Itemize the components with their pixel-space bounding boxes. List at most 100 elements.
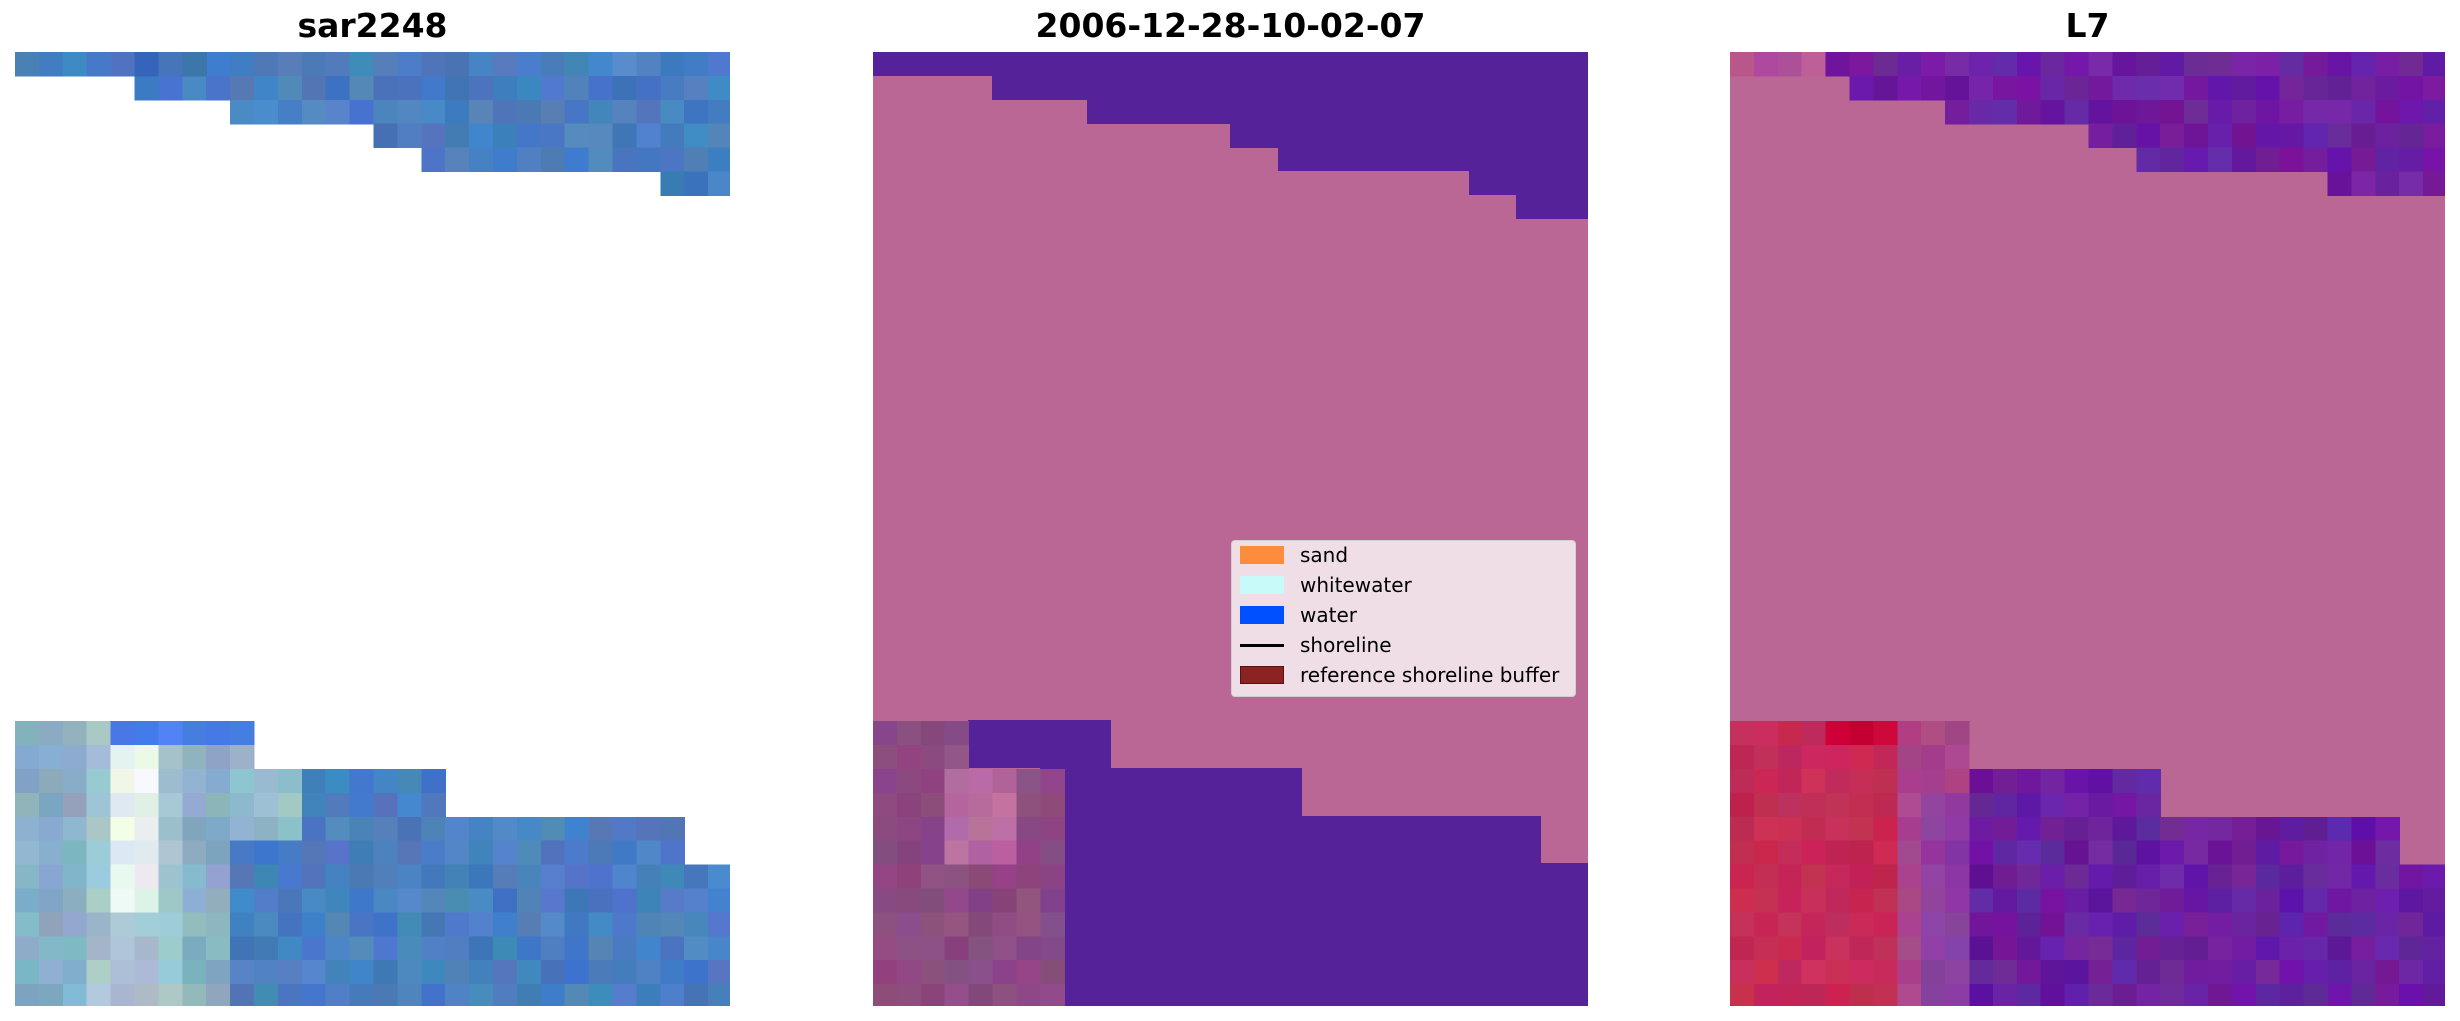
sand-pixel [1897,816,1922,842]
water-pixel [2255,99,2281,125]
mixed-pixel [873,888,898,913]
sand-pixel [1945,912,1970,937]
water-pixel [2399,888,2424,913]
water-pixel [2040,792,2066,818]
mixed-pixel [873,721,898,746]
sand-pixel [1753,745,1779,770]
rgb-pixel [254,864,279,890]
water-pixel [2231,123,2257,149]
rgb-pixel [469,888,494,913]
rgb-pixel [349,792,375,818]
mixed-pixel [920,864,946,890]
water-pixel [2231,960,2257,985]
rgb-pixel [301,888,327,913]
water-pixel [2423,52,2445,77]
rgb-pixel [373,984,398,1006]
rgb-pixel [660,936,685,961]
rgb-pixel [564,984,590,1006]
sand-pixel [1753,888,1779,913]
rgb-pixel [684,888,709,913]
rgb-pixel [540,52,566,77]
rgb-pixel [325,960,351,985]
water-pixel [2375,75,2400,101]
rgb-pixel [469,816,494,842]
rgb-pixel [38,840,64,866]
rgb-pixel [660,99,685,125]
water-pixel [2040,984,2066,1006]
rgb-pixel [38,721,64,746]
rgb-pixel [349,888,375,913]
water-pixel [2016,769,2042,794]
mixed-pixel [873,864,898,890]
rgb-pixel [708,936,730,961]
sand-pixel [1753,816,1779,842]
rgb-pixel [230,984,255,1006]
mixed-pixel [944,816,970,842]
rgb-pixel [62,816,88,842]
mixed-pixel [920,936,946,961]
rgb-pixel [445,123,470,149]
mixed-pixel [1016,840,1041,866]
water-pixel [2208,52,2233,77]
rgb-pixel [469,960,494,985]
water-pixel [2303,816,2329,842]
water-pixel [1945,75,1970,101]
water-pixel [2112,936,2137,961]
rgb-pixel [134,745,159,770]
rgb-pixel [684,75,709,101]
water-pixel [2136,769,2161,794]
sand-pixel [1873,721,1898,746]
rgb-pixel [612,840,637,866]
sand-pixel [1873,769,1898,794]
rgb-pixel [684,123,709,149]
rgb-pixel [206,936,231,961]
rgb-pixel [325,984,351,1006]
rgb-pixel [660,147,685,173]
rgb-pixel [206,840,231,866]
rgb-pixel [660,75,685,101]
water-pixel [2064,984,2090,1006]
rgb-pixel [636,888,661,913]
rgb-pixel [708,52,730,77]
water-pixel [2375,888,2400,913]
sand-pixel [1825,888,1851,913]
mixed-pixel [896,792,922,818]
mixed-pixel [920,984,946,1006]
rgb-pixel [397,888,422,913]
water-pixel [2351,816,2376,842]
sand-pixel [1921,960,1946,985]
water-pixel [2160,52,2185,77]
mixed-pixel [968,864,994,890]
rgb-pixel [445,52,470,77]
rgb-pixel [564,936,590,961]
sand-pixel [1873,745,1898,770]
mixed-pixel [873,960,898,985]
rgb-pixel [38,936,64,961]
mixed-pixel [873,984,898,1006]
rgb-pixel [182,792,207,818]
rgb-pixel [301,769,327,794]
water-pixel [2375,99,2400,125]
rgb-pixel [493,147,518,173]
rgb-pixel [397,936,422,961]
water-region-top [873,52,1588,219]
rgb-pixel [493,99,518,125]
mixed-pixel [920,721,946,746]
rgb-pixel [469,147,494,173]
rgb-pixel [373,123,398,149]
rgb-pixel [86,864,112,890]
rgb-pixel [708,864,730,890]
rgb-pixel [158,984,183,1006]
rgb-pixel [230,864,255,890]
mixed-pixel [873,792,898,818]
rgb-pixel [86,960,112,985]
water-pixel [2255,816,2281,842]
legend-label-water: water [1300,603,1357,627]
rgb-pixel [660,960,685,985]
rgb-pixel [182,864,207,890]
water-pixel [2184,52,2209,77]
rgb-pixel [373,840,398,866]
sand-pixel [1873,960,1898,985]
mixed-pixel [944,960,970,985]
water-pixel [2423,984,2445,1006]
